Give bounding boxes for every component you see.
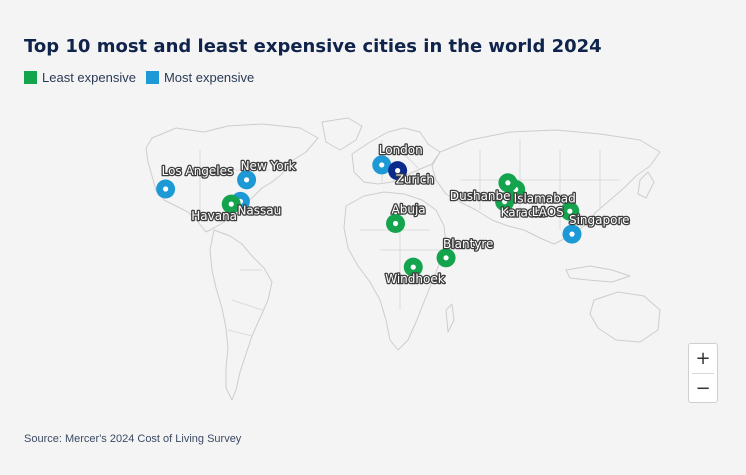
legend-swatch-most	[145, 71, 159, 84]
label-blantyre: Blantyre	[443, 237, 493, 251]
marker-dot-karachi	[502, 199, 508, 205]
zoom-control: + −	[688, 343, 718, 403]
label-havana: Havana	[191, 209, 237, 223]
land-africa	[343, 191, 447, 351]
land-asia	[431, 129, 661, 245]
land-indonesia	[565, 265, 631, 283]
borders	[190, 140, 620, 337]
label-zurich: Zurich	[396, 173, 434, 187]
source-note: Source: Mercer's 2024 Cost of Living Sur…	[24, 433, 242, 445]
label-nassau: Nassau	[237, 203, 281, 217]
label-london: London	[379, 143, 423, 157]
legend-label-most: Most expensive	[163, 70, 255, 85]
map-canvas[interactable]: London Zurich New York Los Angeles Nassau Sin…	[0, 110, 746, 420]
land-madagascar	[445, 303, 455, 333]
chart-title: Top 10 most and least expensive cities i…	[24, 36, 602, 57]
label-laos: LAOS	[532, 205, 564, 219]
land-japan	[637, 171, 655, 199]
label-singapore: Singapore	[569, 213, 630, 227]
world-map[interactable]: London Zurich New York Los Angeles Nassau Sin…	[0, 110, 746, 420]
legend-item-least[interactable]: Least expensive	[24, 70, 136, 85]
legend-item-most[interactable]: Most expensive	[145, 70, 255, 85]
zoom-in-button[interactable]: +	[689, 344, 717, 373]
marker-dot-windhoek	[410, 264, 416, 270]
city-markers: London Zurich New York Los Angeles Nassau Sin…	[156, 142, 631, 287]
land-south-america	[209, 229, 273, 401]
legend-label-least: Least expensive	[42, 70, 136, 85]
marker-dot-blantyre	[443, 255, 449, 261]
label-los-angeles: Los Angeles	[162, 164, 234, 178]
marker-dot-abuja	[392, 220, 399, 227]
marker-dot-london	[379, 162, 385, 168]
label-windhoek: Windhoek	[385, 272, 444, 286]
label-karachi: Karachi	[501, 206, 546, 220]
zoom-out-button[interactable]: −	[689, 374, 717, 403]
label-islamabad: Islamabad	[514, 192, 576, 206]
land-outlines	[145, 117, 661, 401]
marker-dot-laos	[567, 208, 573, 214]
land-australia	[589, 291, 661, 343]
land-greenland	[321, 117, 363, 151]
marker-dot-zurich	[395, 168, 401, 174]
legend: Least expensive Most expensive	[24, 70, 254, 85]
zoom-divider	[692, 373, 714, 374]
marker-dot-new-york	[243, 177, 250, 183]
label-abuja: Abuja	[392, 202, 426, 216]
label-dushanbe: Dushanbe	[450, 189, 511, 203]
marker-dot-los-angeles	[163, 186, 169, 192]
label-new-york: New York	[241, 159, 296, 173]
marker-dot-havana	[228, 201, 234, 207]
marker-dot-singapore	[569, 231, 575, 237]
land-europe	[351, 127, 441, 185]
marker-dot-dushanbe	[505, 180, 511, 186]
legend-swatch-least	[24, 71, 37, 84]
